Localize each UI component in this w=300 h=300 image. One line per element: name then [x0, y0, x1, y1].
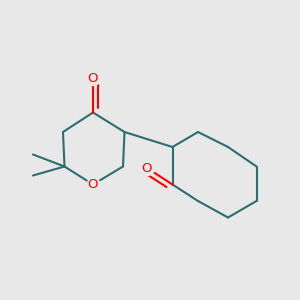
Text: O: O [142, 161, 152, 175]
Text: O: O [88, 71, 98, 85]
Text: O: O [88, 178, 98, 191]
